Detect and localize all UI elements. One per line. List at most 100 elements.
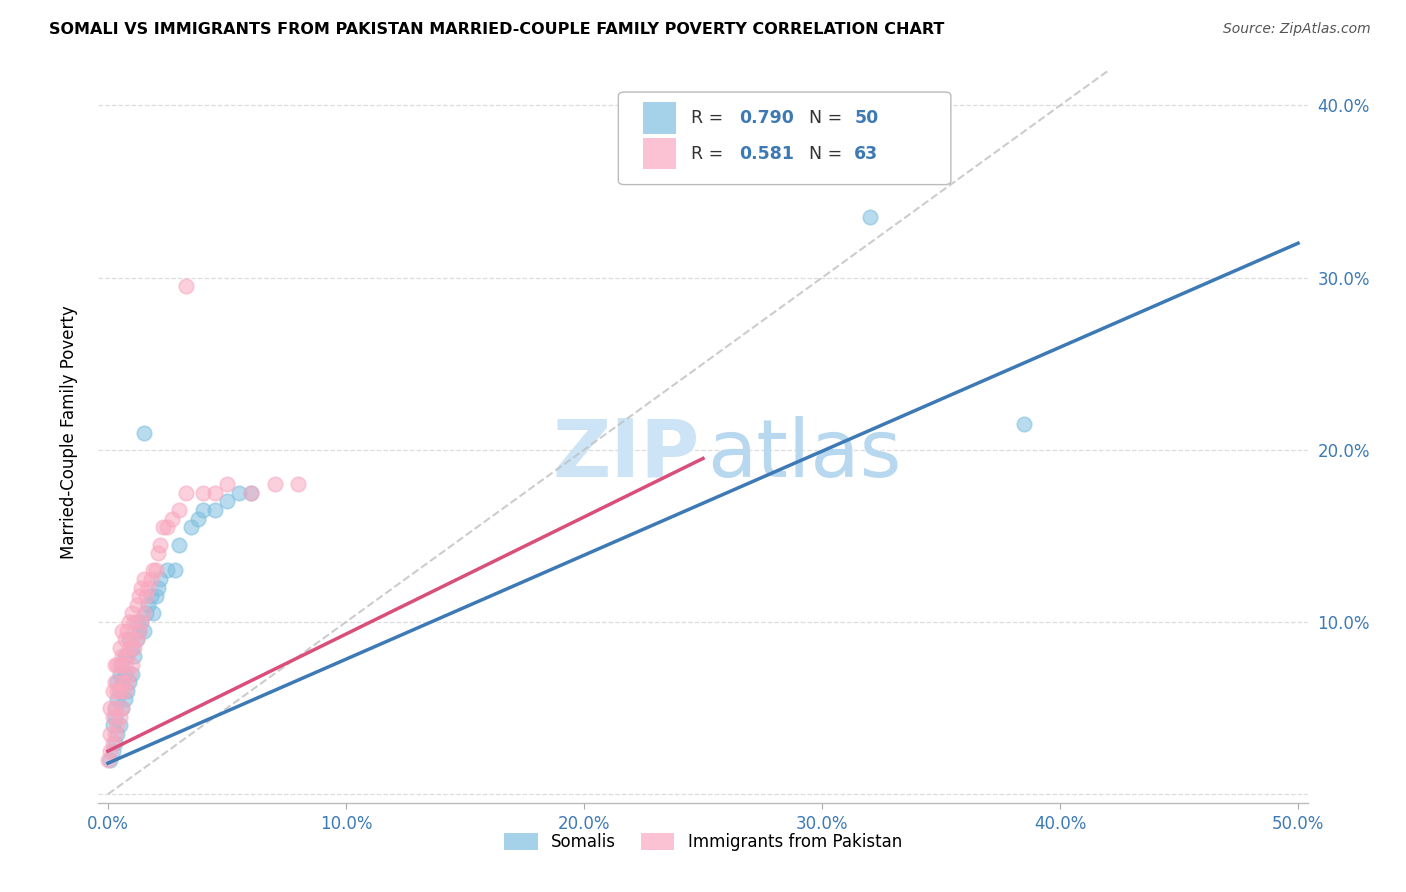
Text: 0.790: 0.790 [740, 109, 794, 127]
Text: 50: 50 [855, 109, 879, 127]
Point [142, 607, 165, 621]
Point [129, 581, 152, 595]
Point [98, 701, 121, 715]
Point [107, 675, 129, 690]
Point [104, 701, 127, 715]
Point [107, 727, 129, 741]
Point [115, 675, 138, 690]
Point [239, 486, 262, 500]
Point [108, 658, 131, 673]
Point [111, 701, 134, 715]
Point [101, 718, 124, 732]
Point [138, 581, 160, 595]
Point [104, 727, 127, 741]
Point [108, 718, 131, 732]
Point [132, 572, 155, 586]
Point [204, 486, 226, 500]
Point [132, 425, 155, 440]
Point [204, 503, 226, 517]
Point [115, 649, 138, 664]
Point [98, 727, 121, 741]
Point [118, 675, 141, 690]
Point [111, 701, 134, 715]
Point [98, 753, 121, 767]
Text: Source: ZipAtlas.com: Source: ZipAtlas.com [1223, 22, 1371, 37]
FancyBboxPatch shape [619, 92, 950, 185]
Point [108, 684, 131, 698]
Point [114, 692, 136, 706]
Text: ZIP: ZIP [553, 416, 699, 494]
Point [132, 607, 155, 621]
Point [146, 581, 169, 595]
Point [125, 632, 148, 647]
Text: 0.581: 0.581 [740, 145, 794, 162]
Point [108, 640, 131, 655]
Point [108, 684, 131, 698]
Point [129, 615, 152, 629]
Point [121, 640, 143, 655]
Point [169, 503, 191, 517]
Point [135, 589, 157, 603]
Point [107, 658, 129, 673]
FancyBboxPatch shape [643, 138, 676, 169]
Point [114, 632, 136, 647]
Point [104, 675, 127, 690]
Point [111, 624, 134, 638]
Point [107, 718, 129, 732]
Point [121, 658, 143, 673]
Point [263, 477, 285, 491]
Point [132, 624, 155, 638]
Point [111, 675, 134, 690]
Point [122, 649, 145, 664]
Point [239, 486, 262, 500]
Point [187, 512, 209, 526]
Point [145, 563, 167, 577]
Point [104, 658, 127, 673]
Point [169, 537, 191, 551]
Point [146, 546, 169, 560]
Point [97, 753, 120, 767]
Point [128, 589, 150, 603]
Point [180, 520, 202, 534]
Point [176, 279, 198, 293]
Point [125, 632, 148, 647]
Point [107, 692, 129, 706]
Legend: Somalis, Immigrants from Pakistan: Somalis, Immigrants from Pakistan [498, 826, 908, 857]
Point [111, 675, 134, 690]
Point [101, 735, 124, 749]
Point [191, 503, 214, 517]
Point [121, 607, 143, 621]
Point [163, 563, 186, 577]
Point [135, 607, 157, 621]
Point [115, 649, 138, 664]
Point [121, 666, 143, 681]
Point [118, 666, 141, 681]
Point [122, 640, 145, 655]
Point [125, 615, 148, 629]
Point [129, 615, 152, 629]
Point [108, 666, 131, 681]
Point [149, 537, 172, 551]
Point [128, 624, 150, 638]
Point [228, 486, 250, 500]
Text: N =: N = [810, 145, 848, 162]
Point [107, 684, 129, 698]
Point [118, 640, 141, 655]
Point [128, 624, 150, 638]
Point [111, 658, 134, 673]
Point [118, 615, 141, 629]
Point [114, 658, 136, 673]
Y-axis label: Married-Couple Family Poverty: Married-Couple Family Poverty [59, 306, 77, 559]
Point [115, 624, 138, 638]
Point [104, 735, 127, 749]
Point [104, 709, 127, 723]
Point [125, 598, 148, 612]
Point [98, 744, 121, 758]
Point [111, 649, 134, 664]
Point [1014, 417, 1036, 431]
Point [139, 572, 162, 586]
Point [859, 211, 882, 225]
Text: R =: R = [690, 145, 728, 162]
Point [156, 563, 179, 577]
Point [138, 598, 160, 612]
